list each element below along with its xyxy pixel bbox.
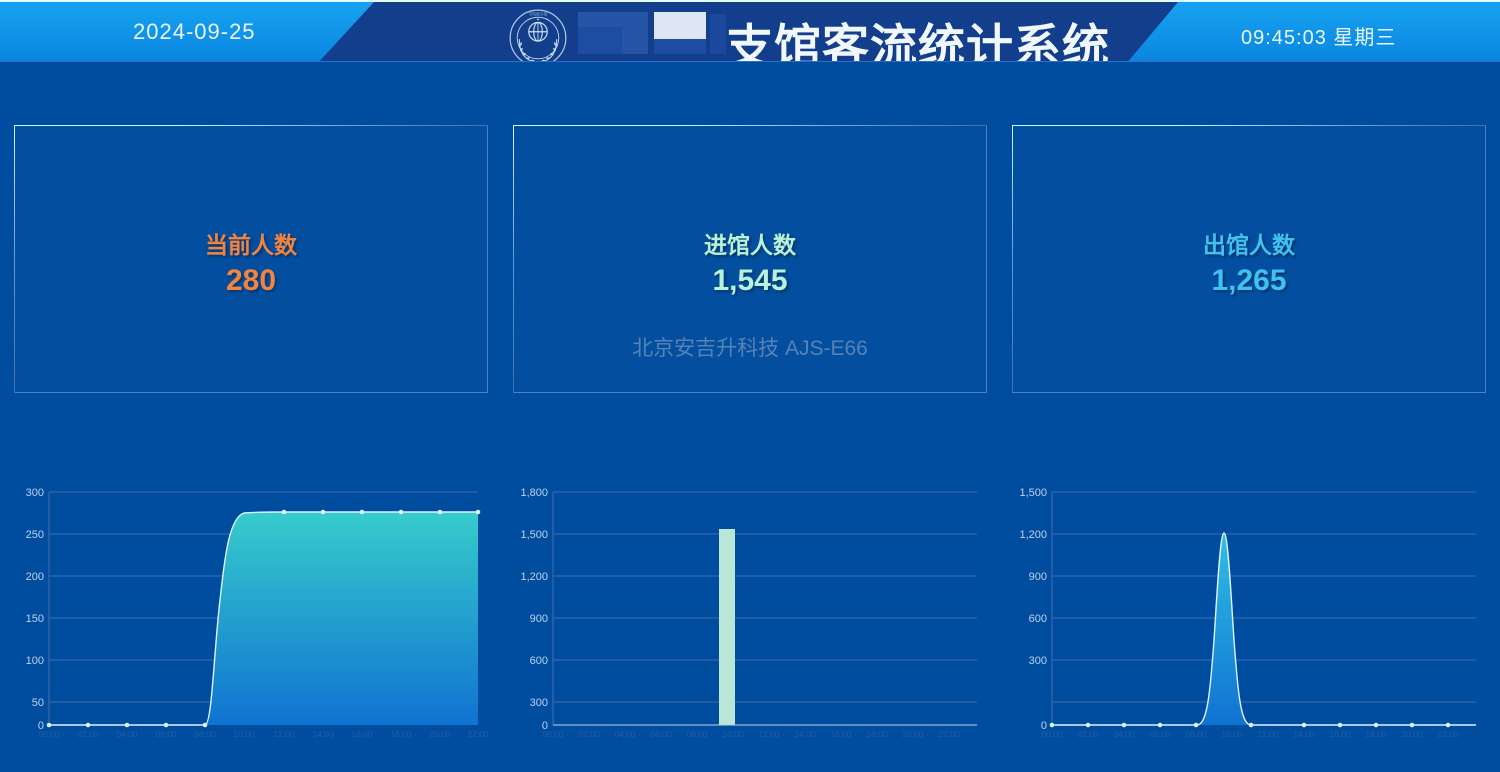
svg-text:12:00: 12:00 xyxy=(273,729,295,739)
svg-text:250: 250 xyxy=(26,529,44,541)
svg-text:14:00: 14:00 xyxy=(1293,729,1315,739)
svg-text:300: 300 xyxy=(26,487,44,499)
svg-text:20:00: 20:00 xyxy=(1401,729,1423,739)
svg-text:1,800: 1,800 xyxy=(520,487,548,499)
svg-text:900: 900 xyxy=(530,613,548,625)
svg-text:08:00: 08:00 xyxy=(1185,729,1207,739)
svg-text:12:00: 12:00 xyxy=(1257,729,1279,739)
svg-text:16:00: 16:00 xyxy=(351,729,373,739)
svg-text:12:00: 12:00 xyxy=(758,729,780,739)
svg-text:04:00: 04:00 xyxy=(116,729,138,739)
svg-text:600: 600 xyxy=(1029,613,1047,625)
svg-text:300: 300 xyxy=(1029,655,1047,667)
svg-text:1,200: 1,200 xyxy=(1019,529,1047,541)
svg-text:100: 100 xyxy=(26,655,44,667)
svg-text:18:00: 18:00 xyxy=(390,729,412,739)
svg-text:18:00: 18:00 xyxy=(1365,729,1387,739)
svg-text:10:00: 10:00 xyxy=(233,729,255,739)
svg-text:06:00: 06:00 xyxy=(650,729,672,739)
svg-text:1,500: 1,500 xyxy=(520,529,548,541)
svg-text:04:00: 04:00 xyxy=(614,729,636,739)
svg-text:22:00: 22:00 xyxy=(1437,729,1459,739)
svg-text:20:00: 20:00 xyxy=(902,729,924,739)
svg-text:200: 200 xyxy=(26,571,44,583)
svg-text:16:00: 16:00 xyxy=(830,729,852,739)
svg-text:02:00: 02:00 xyxy=(578,729,600,739)
svg-text:900: 900 xyxy=(1029,571,1047,583)
svg-text:02:00: 02:00 xyxy=(77,729,99,739)
svg-text:600: 600 xyxy=(530,655,548,667)
svg-text:22:00: 22:00 xyxy=(467,729,488,739)
svg-text:00:00: 00:00 xyxy=(542,729,564,739)
svg-text:学院图书馆: 学院图书馆 xyxy=(529,12,548,17)
svg-text:08:00: 08:00 xyxy=(686,729,708,739)
svg-text:300: 300 xyxy=(530,697,548,709)
svg-text:1,500: 1,500 xyxy=(1019,487,1047,499)
svg-text:20:00: 20:00 xyxy=(429,729,451,739)
svg-text:00:00: 00:00 xyxy=(1041,729,1063,739)
svg-text:1,200: 1,200 xyxy=(520,571,548,583)
svg-text:06:00: 06:00 xyxy=(155,729,177,739)
svg-text:18:00: 18:00 xyxy=(866,729,888,739)
svg-text:150: 150 xyxy=(26,613,44,625)
svg-text:16:00: 16:00 xyxy=(1329,729,1351,739)
svg-text:14:00: 14:00 xyxy=(794,729,816,739)
svg-text:50: 50 xyxy=(32,697,44,709)
svg-text:14:00: 14:00 xyxy=(312,729,334,739)
svg-text:00:00: 00:00 xyxy=(38,729,60,739)
svg-text:04:00: 04:00 xyxy=(1113,729,1135,739)
svg-text:08:00: 08:00 xyxy=(194,729,216,739)
svg-text:10:00: 10:00 xyxy=(1221,729,1243,739)
svg-text:10:00: 10:00 xyxy=(722,729,744,739)
svg-text:06:00: 06:00 xyxy=(1149,729,1171,739)
svg-text:02:00: 02:00 xyxy=(1077,729,1099,739)
svg-text:22:00: 22:00 xyxy=(938,729,960,739)
